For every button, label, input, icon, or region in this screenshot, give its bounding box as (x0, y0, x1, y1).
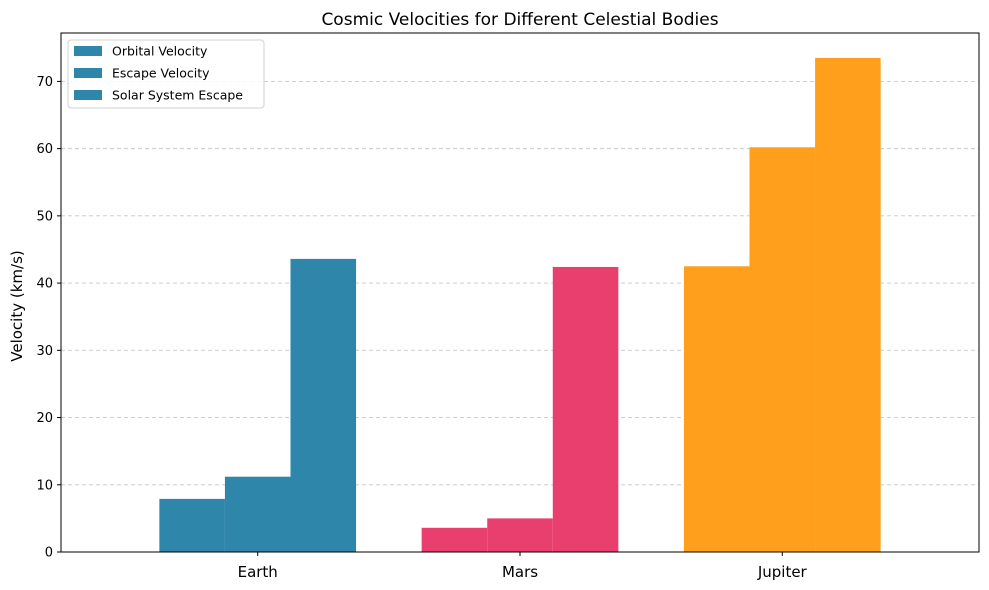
legend-box (67, 39, 265, 109)
legend-label: Solar System Escape (112, 88, 243, 103)
legend: Orbital Velocity Escape Velocity Solar Sys… (67, 39, 265, 109)
y-tick-label: 10 (36, 478, 53, 493)
x-tick-label: Earth (238, 563, 278, 581)
y-tick-label: 30 (36, 344, 53, 359)
x-tick-label: Mars (502, 563, 538, 581)
y-tick-label: 40 (36, 277, 53, 292)
y-tick-label: 70 (36, 75, 53, 90)
chart-title: Cosmic Velocities for Different Celestia… (321, 10, 718, 30)
legend-swatch (74, 90, 102, 100)
bar-jupiter-solar-system-escape (815, 57, 881, 552)
y-tick-label: 50 (36, 209, 53, 224)
legend-swatch (74, 68, 102, 78)
bar-earth-orbital-velocity (159, 498, 225, 552)
y-tick-label: 60 (36, 142, 53, 157)
bar-mars-orbital-velocity (421, 527, 488, 552)
legend-swatch (74, 46, 102, 56)
y-tick-label: 20 (36, 411, 53, 426)
bars (159, 57, 881, 552)
legend-label: Escape Velocity (112, 66, 210, 81)
bar-mars-escape-velocity (487, 518, 553, 552)
bar-mars-solar-system-escape (552, 266, 619, 552)
bar-jupiter-escape-velocity (749, 147, 816, 552)
legend-label: Orbital Velocity (112, 44, 208, 59)
bar-earth-escape-velocity (224, 476, 291, 552)
y-axis-ticks: 0 10 20 30 40 50 60 70 (36, 75, 61, 561)
x-tick-label: Jupiter (757, 563, 808, 581)
bar-jupiter-orbital-velocity (683, 266, 750, 552)
x-axis-ticks: Earth Mars Jupiter (238, 552, 808, 581)
y-axis-label: Velocity (km/s) (8, 250, 26, 361)
y-tick-label: 0 (45, 546, 53, 561)
bar-earth-solar-system-escape (290, 258, 357, 552)
